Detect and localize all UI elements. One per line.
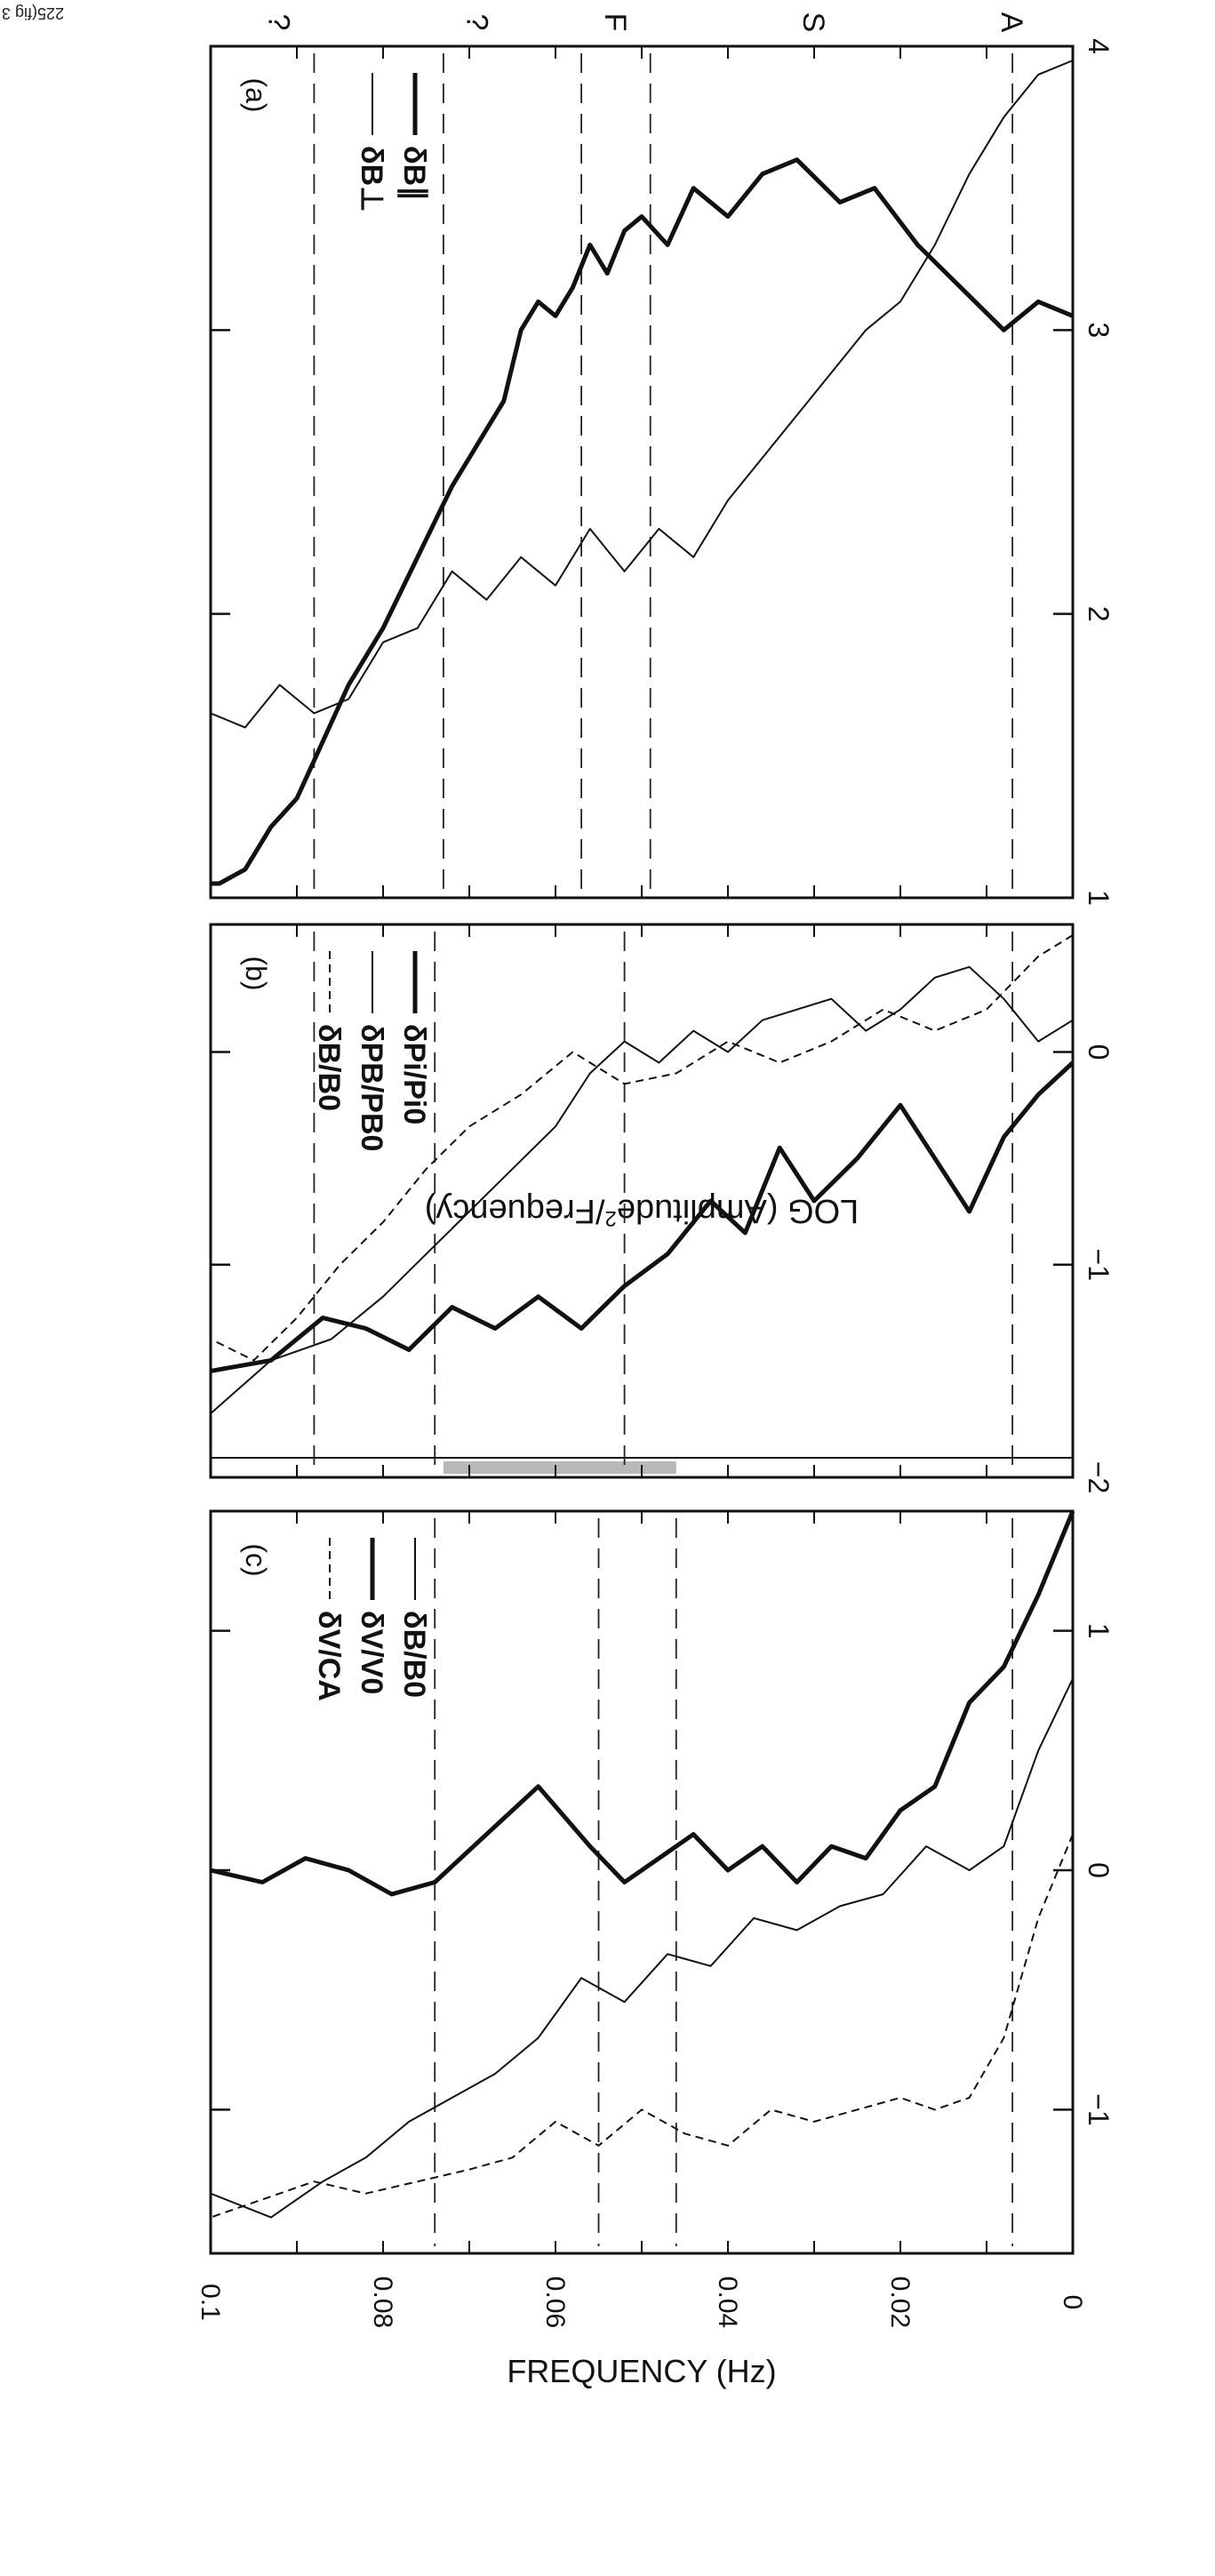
panel-b: 0 −1 −2 δPi/Pi0 δPB/PB0 δB/B0 (b) <box>209 923 1115 1493</box>
frequency-tick-label: 0.08 <box>368 2276 397 2328</box>
frequency-tick-label: 0.04 <box>713 2276 742 2328</box>
series-line <box>210 1510 1075 1897</box>
amp-tick-label: 1 <box>1083 1623 1115 1639</box>
series-line <box>210 1834 1074 2219</box>
panel-label: (a) <box>240 77 272 112</box>
legend-label: δV/CA <box>312 1611 346 1701</box>
series-line <box>210 965 1074 1414</box>
series-line <box>211 157 1074 886</box>
amp-tick-label: 3 <box>1083 322 1115 338</box>
band-label: S <box>796 12 830 33</box>
amp-tick-label: −1 <box>1083 2093 1115 2125</box>
series-line <box>210 934 1074 1362</box>
series-line <box>210 1678 1074 2219</box>
band-label: F <box>598 13 632 32</box>
legend-label: δB⊥ <box>355 146 388 212</box>
legend-label: δB/B0 <box>312 1024 346 1111</box>
band-label: A <box>995 12 1028 33</box>
frequency-tick-label: 0.1 <box>196 2284 225 2321</box>
amp-tick-label: −2 <box>1083 1461 1115 1493</box>
legend-label: δPB/PB0 <box>355 1024 388 1151</box>
amp-tick-label: 0 <box>1083 1044 1115 1060</box>
amp-tick-label: −1 <box>1083 1249 1115 1281</box>
band-label: ? <box>460 14 494 31</box>
shaded-band <box>443 1461 676 1474</box>
frequency-tick-label: 0.02 <box>885 2276 915 2328</box>
panel-c: 1 0 −1 δB/B0 δV/V0 δV/CA (c) <box>209 1509 1115 2255</box>
legend-label: δV/V0 <box>355 1611 388 1694</box>
frequency-tick-label: 0.06 <box>540 2276 570 2328</box>
amp-tick-label: 4 <box>1083 38 1115 54</box>
series-line <box>210 1060 1075 1373</box>
frequency-axis-title: FREQUENCY (Hz) <box>507 2353 776 2389</box>
frequency-tick-label: 0 <box>1058 2295 1087 2310</box>
amplitude-axis-title: LOG (Amplitude2/Frequency) <box>425 1192 859 1231</box>
panel-frame <box>209 44 1075 900</box>
amp-tick-label: 1 <box>1083 890 1115 906</box>
panel-label: (c) <box>240 1543 272 1576</box>
legend-label: δB/B0 <box>397 1611 431 1698</box>
panel-a: 4 3 2 1 δB∥ δB⊥ (a) <box>209 38 1115 906</box>
series-line <box>210 60 1074 729</box>
amp-tick-label: 2 <box>1083 606 1115 622</box>
panel-label: (b) <box>240 956 272 990</box>
amp-tick-label: 0 <box>1083 1862 1115 1878</box>
legend-label: δPi/Pi0 <box>397 1024 431 1124</box>
legend-label: δB∥ <box>397 146 431 201</box>
band-label: ? <box>262 14 296 31</box>
